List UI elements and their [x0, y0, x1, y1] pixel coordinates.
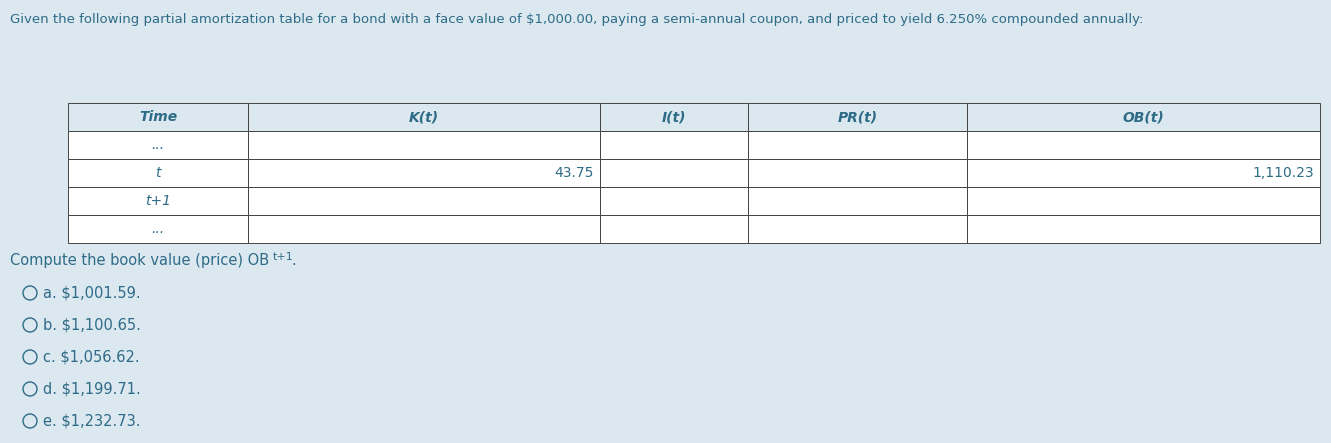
Text: 43.75: 43.75 [555, 166, 594, 180]
Bar [968, 131, 1320, 159]
Text: 1,110.23: 1,110.23 [1252, 166, 1314, 180]
Text: e. $1,232.73.: e. $1,232.73. [43, 413, 141, 428]
Bar [600, 187, 748, 215]
Bar [600, 103, 748, 131]
Text: Given the following partial amortization table for a bond with a face value of $: Given the following partial amortization… [11, 13, 1143, 26]
Bar [968, 187, 1320, 215]
Bar [248, 187, 600, 215]
Bar [600, 159, 748, 187]
Bar [748, 187, 968, 215]
Bar [68, 215, 248, 243]
Bar [600, 215, 748, 243]
Bar [248, 103, 600, 131]
Bar [748, 159, 968, 187]
Bar [68, 159, 248, 187]
Bar [748, 103, 968, 131]
Text: .: . [291, 253, 295, 268]
Bar [248, 159, 600, 187]
Text: b. $1,100.65.: b. $1,100.65. [43, 318, 141, 333]
Bar [968, 103, 1320, 131]
Bar [68, 103, 248, 131]
Text: t+1: t+1 [145, 194, 170, 208]
Text: OB(t): OB(t) [1122, 110, 1165, 124]
Text: t: t [156, 166, 161, 180]
Bar [748, 131, 968, 159]
Text: Compute the book value (price) OB: Compute the book value (price) OB [11, 253, 269, 268]
Bar [968, 159, 1320, 187]
Text: c. $1,056.62.: c. $1,056.62. [43, 350, 140, 365]
Text: ...: ... [152, 222, 165, 236]
Bar [248, 215, 600, 243]
Bar [68, 131, 248, 159]
Bar [968, 215, 1320, 243]
Text: t+1: t+1 [273, 252, 294, 262]
Text: ...: ... [152, 138, 165, 152]
Bar [68, 187, 248, 215]
Bar [748, 215, 968, 243]
Text: K(t): K(t) [409, 110, 439, 124]
Text: PR(t): PR(t) [837, 110, 877, 124]
Text: d. $1,199.71.: d. $1,199.71. [43, 381, 141, 396]
Bar [248, 131, 600, 159]
Text: a. $1,001.59.: a. $1,001.59. [43, 285, 141, 300]
Text: Time: Time [138, 110, 177, 124]
Bar [600, 131, 748, 159]
Text: I(t): I(t) [662, 110, 687, 124]
